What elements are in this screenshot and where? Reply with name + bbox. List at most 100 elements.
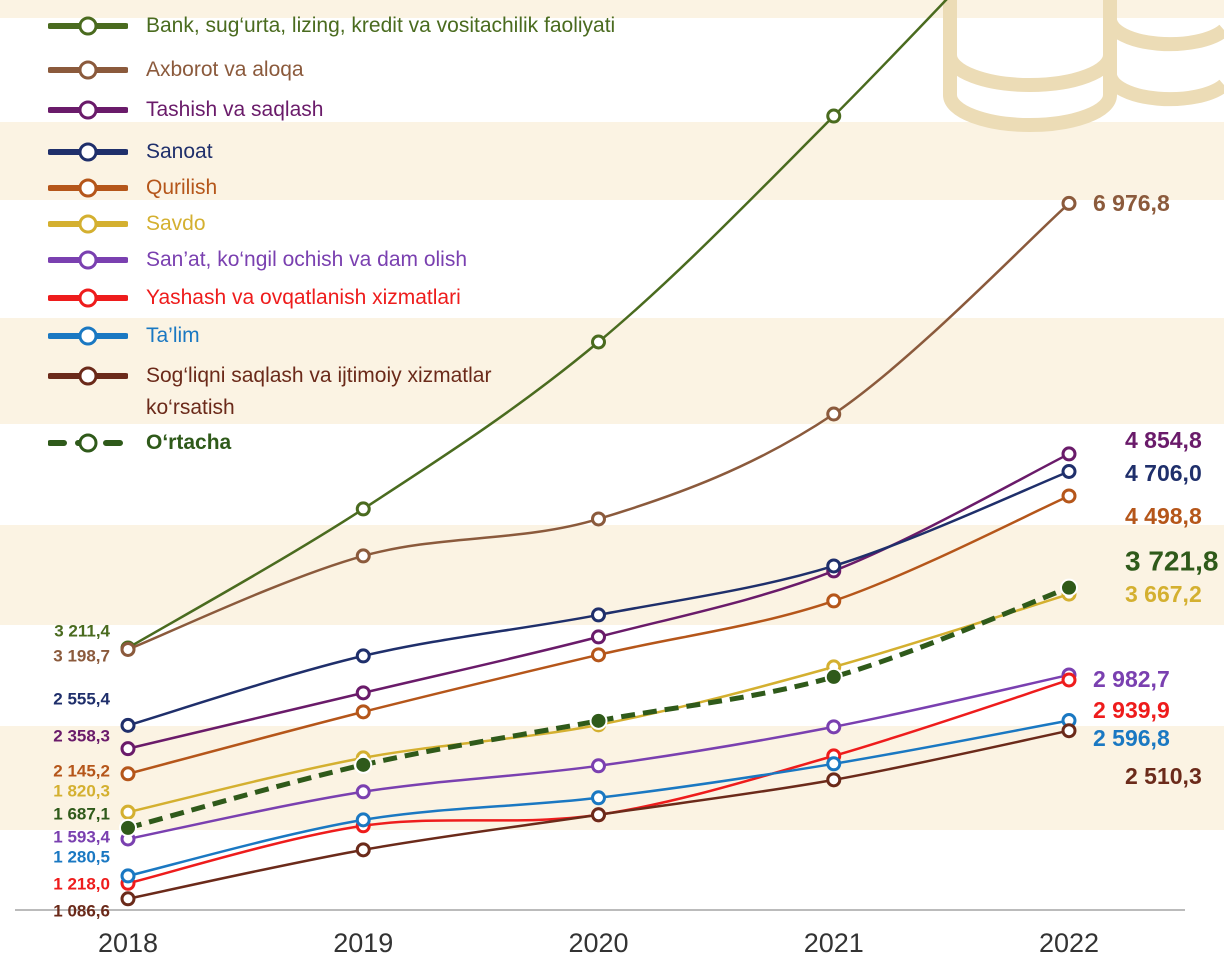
legend-circle (78, 16, 98, 36)
point (355, 548, 371, 564)
value-label: 1 218,0 (53, 874, 110, 893)
legend-item: Yashash va ovqatlanish xizmatlari (48, 282, 461, 314)
point (826, 593, 842, 609)
point (826, 719, 842, 735)
point (826, 756, 842, 772)
value-label: 3 198,7 (53, 646, 110, 665)
legend-marker (48, 326, 128, 346)
value-label: 4 498,8 (1125, 503, 1202, 529)
x-tick-label: 2022 (1039, 928, 1099, 958)
value-label: 1 687,1 (53, 804, 110, 823)
value-label: 1 593,4 (53, 827, 110, 846)
legend-label: Yashash va ovqatlanish xizmatlari (146, 286, 461, 309)
point (826, 108, 842, 124)
value-label: 2 510,3 (1125, 763, 1202, 789)
legend-circle (78, 214, 98, 234)
series-line (127, 585, 1070, 831)
point (1061, 488, 1077, 504)
legend-item: San’at, ko‘ngil ochish va dam olish (48, 244, 467, 276)
value-label: 2 939,9 (1093, 697, 1170, 723)
value-label: 6 976,8 (1093, 190, 1170, 216)
legend-item: Sog‘liqni saqlash va ijtimoiy xizmatlar … (48, 360, 506, 424)
value-label: 2 555,4 (53, 689, 110, 708)
point (120, 868, 136, 884)
x-tick-label: 2019 (333, 928, 393, 958)
point (591, 647, 606, 663)
point (591, 758, 606, 774)
value-label: 1 820,3 (53, 781, 110, 800)
value-label: 1 086,6 (53, 901, 110, 920)
legend-item: Tashish va saqlash (48, 94, 323, 126)
legend-marker (48, 433, 128, 453)
point (354, 755, 373, 774)
value-label: 3 667,2 (1125, 581, 1202, 607)
coins-icon (943, 0, 1224, 132)
legend-marker (48, 288, 128, 308)
legend-label: O‘rtacha (146, 431, 232, 454)
point (591, 790, 606, 806)
legend-marker (48, 366, 128, 386)
legend-item: O‘rtacha (48, 427, 231, 459)
legend-item: Ta’lim (48, 320, 200, 352)
point (591, 607, 606, 623)
point (591, 511, 606, 527)
legend-circle (78, 100, 98, 120)
point (1061, 446, 1077, 462)
legend-marker (48, 60, 128, 80)
legend-circle (78, 326, 98, 346)
legend-label: Sanoat (146, 140, 213, 163)
value-label: 3 211,4 (54, 621, 110, 640)
point (826, 558, 842, 574)
legend-item: Savdo (48, 208, 206, 240)
legend-circle (78, 60, 98, 80)
point (355, 842, 371, 858)
point (589, 711, 608, 730)
value-label: 2 982,7 (1093, 666, 1170, 692)
legend-label: Axborot va aloqa (146, 58, 304, 81)
legend-item: Bank, sug‘urta, lizing, kredit va vosita… (48, 10, 615, 42)
point (1060, 578, 1078, 597)
legend-marker (48, 214, 128, 234)
legend-item: Axborot va aloqa (48, 54, 304, 86)
legend-circle (78, 433, 98, 453)
point (355, 784, 371, 800)
legend-circle (78, 178, 98, 198)
point (826, 772, 842, 788)
legend-marker (48, 250, 128, 270)
legend-label: Sog‘liqni saqlash va ijtimoiy xizmatlar … (146, 364, 492, 419)
legend-marker (48, 178, 128, 198)
legend-circle (78, 288, 98, 308)
point (1061, 463, 1077, 479)
point (355, 704, 371, 720)
point (1061, 672, 1077, 688)
legend-label: San’at, ko‘ngil ochish va dam olish (146, 248, 468, 271)
legend-marker (48, 142, 128, 162)
legend-marker (48, 16, 128, 36)
legend-item: Qurilish (48, 172, 217, 204)
value-label: 1 280,5 (53, 847, 110, 866)
value-label: 2 596,8 (1093, 725, 1170, 751)
value-label: 3 721,8 (1125, 545, 1218, 576)
point (355, 501, 371, 517)
series-line (127, 0, 948, 650)
point (355, 648, 371, 664)
legend-marker (48, 100, 128, 120)
point (120, 717, 136, 733)
legend-label: Qurilish (146, 176, 218, 199)
point (1061, 195, 1077, 211)
value-label: 2 358,3 (53, 726, 110, 745)
point (355, 812, 371, 828)
legend-item: Sanoat (48, 136, 213, 168)
point (355, 685, 371, 701)
legend-label: Ta’lim (146, 324, 200, 347)
point (120, 766, 136, 782)
value-label: 4 706,0 (1125, 460, 1202, 486)
point (120, 641, 136, 657)
point (120, 804, 136, 820)
point (591, 807, 606, 823)
point (120, 891, 136, 907)
point (591, 629, 606, 645)
legend-circle (78, 366, 98, 386)
